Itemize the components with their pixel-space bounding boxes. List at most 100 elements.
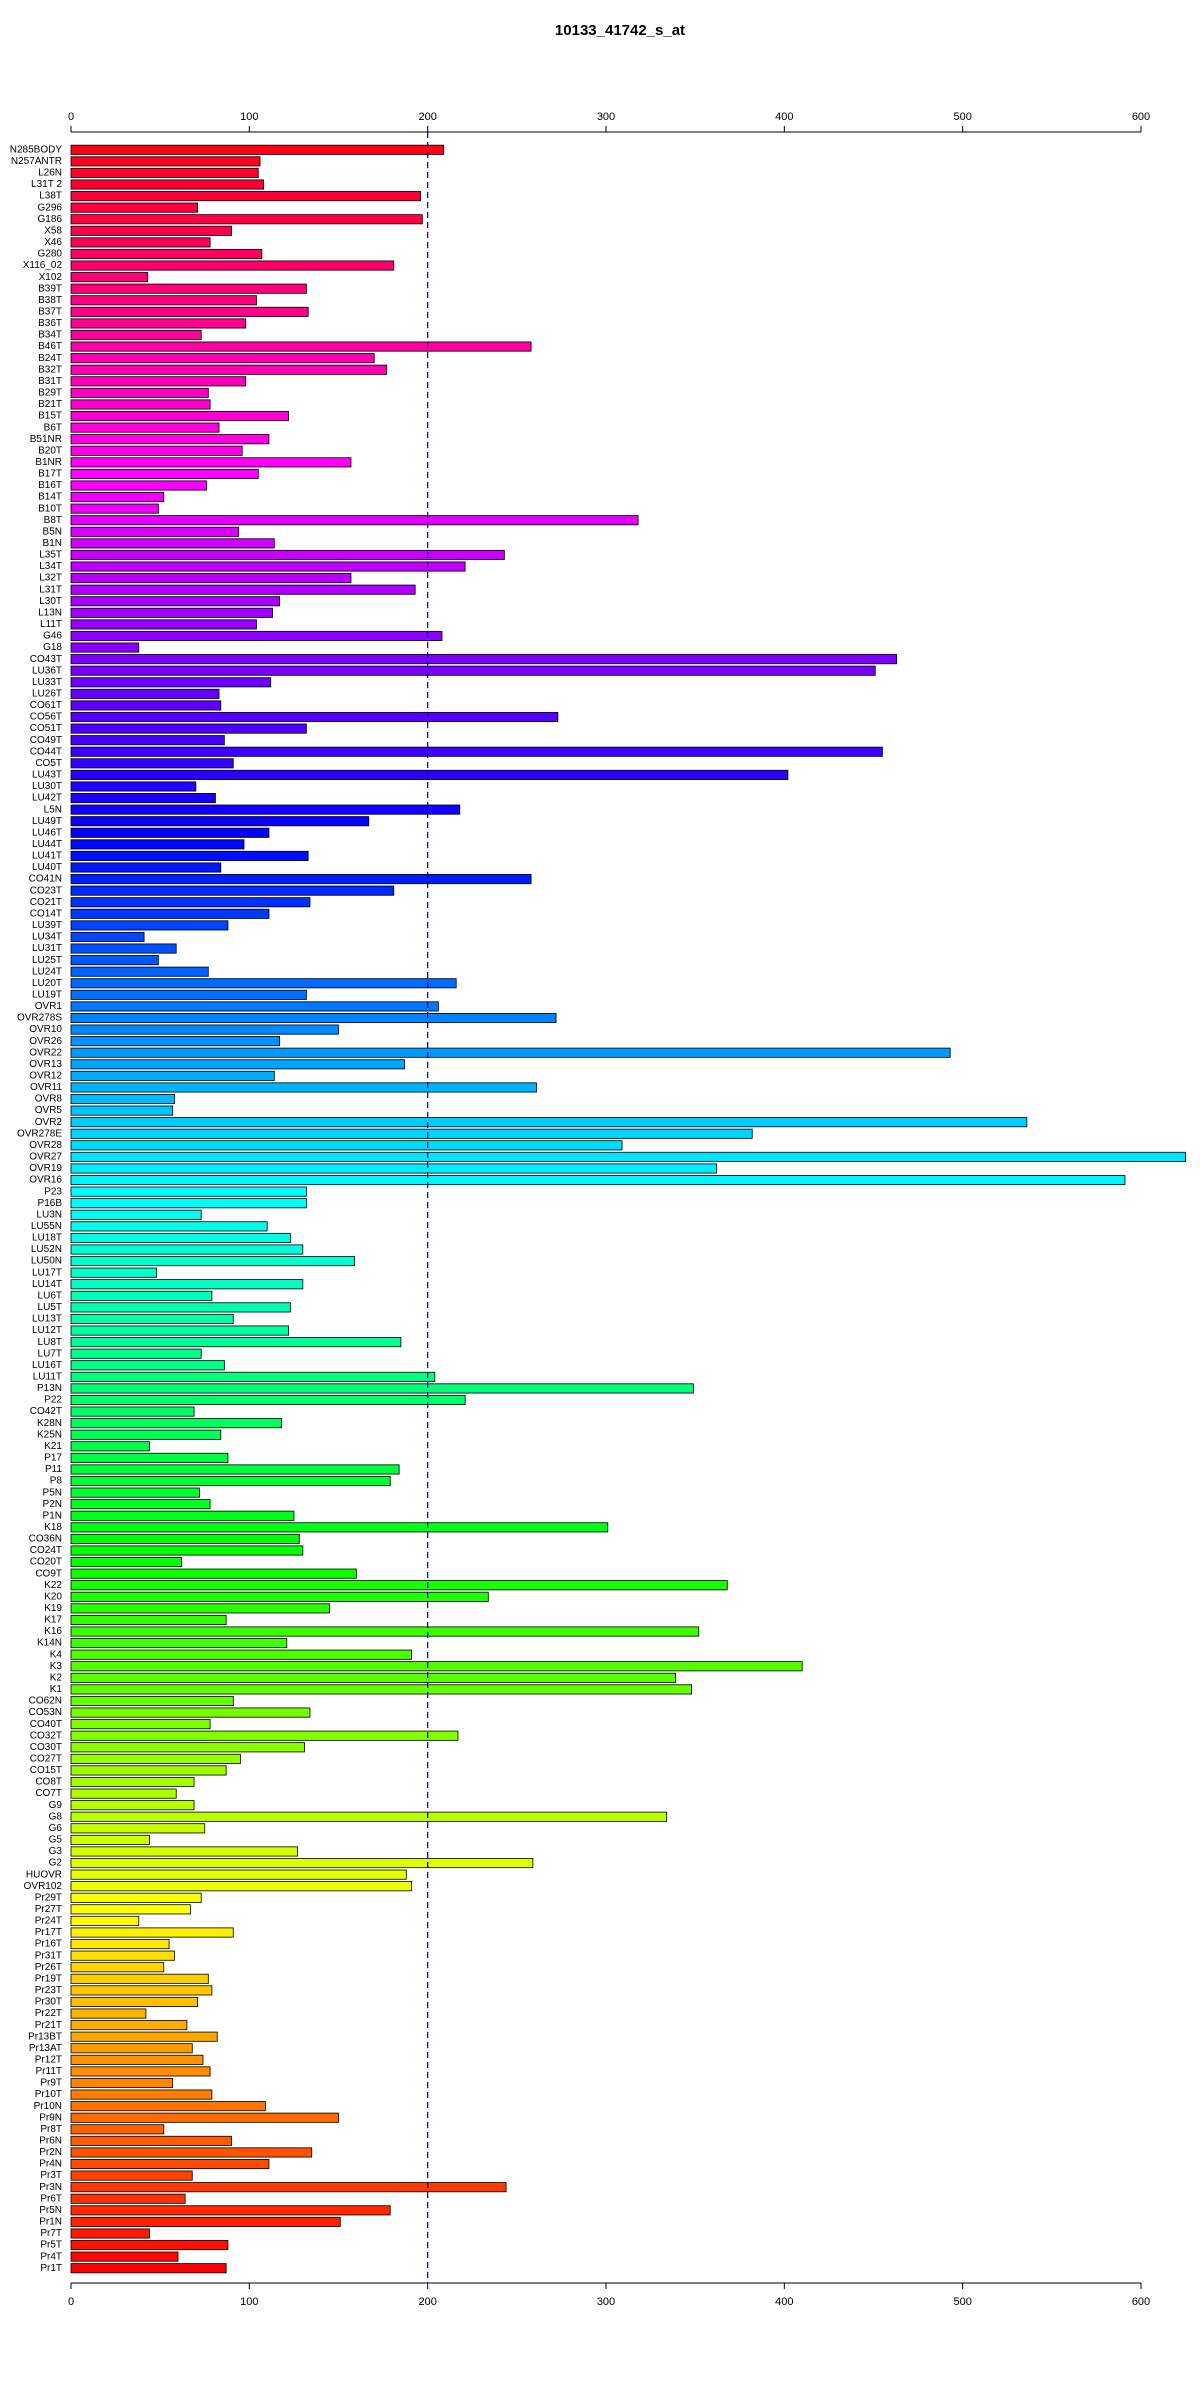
category-label: G186 <box>38 214 63 225</box>
bar <box>70 191 421 202</box>
bar <box>70 503 159 514</box>
bar <box>70 769 789 780</box>
category-label: OVR278E <box>17 1128 62 1139</box>
bar <box>70 735 225 746</box>
category-label: Pr5N <box>39 2205 62 2216</box>
bar <box>70 167 259 178</box>
bar <box>70 897 311 908</box>
category-label: G5 <box>49 1835 63 1846</box>
category-label: Pr30T <box>35 1997 62 2008</box>
category-label: CO51T <box>30 723 62 734</box>
bar <box>70 1499 211 1510</box>
category-label: OVR2 <box>35 1117 63 1128</box>
category-label: L5N <box>44 804 62 815</box>
category-label: CO42T <box>30 1406 62 1417</box>
category-label: K18 <box>44 1522 62 1533</box>
bar <box>70 677 272 688</box>
bar <box>70 1198 307 1209</box>
bar <box>70 1070 275 1081</box>
category-label: G6 <box>49 1823 63 1834</box>
category-label: LU44T <box>32 839 62 850</box>
bar <box>70 1117 1028 1128</box>
category-label: Pr13BT <box>28 2031 62 2042</box>
category-label: B16T <box>38 480 62 491</box>
category-label: L11T <box>40 619 62 630</box>
category-label: K20 <box>44 1591 62 1602</box>
bar <box>70 179 265 190</box>
category-label: B20T <box>38 445 62 456</box>
category-label: LU42T <box>32 793 62 804</box>
bar <box>70 1788 177 1799</box>
category-label: CO49T <box>30 735 62 746</box>
bar <box>70 793 216 804</box>
bar <box>70 1649 413 1660</box>
category-label: CO5T <box>35 758 62 769</box>
category-label: OVR5 <box>35 1105 63 1116</box>
category-label: G296 <box>38 202 63 213</box>
category-label: OVR27 <box>29 1152 62 1163</box>
category-label: G18 <box>43 642 62 653</box>
bar <box>70 1140 623 1151</box>
category-label: LU12T <box>32 1325 62 1336</box>
bar <box>70 2216 341 2227</box>
category-label: LU6T <box>38 1290 62 1301</box>
bar <box>70 816 370 827</box>
bar <box>70 1811 668 1822</box>
category-label: Pr12T <box>35 2054 62 2065</box>
bar <box>70 1695 234 1707</box>
category-label: LU19T <box>32 989 62 1000</box>
category-label: CO32T <box>30 1730 62 1741</box>
category-label: CO27T <box>30 1754 62 1765</box>
bar <box>70 1580 728 1591</box>
category-label: LU16T <box>32 1360 62 1371</box>
category-label: B5N <box>43 526 62 537</box>
category-label: LU5T <box>38 1302 62 1313</box>
bar <box>70 260 395 271</box>
bar <box>70 399 211 410</box>
category-label: LU49T <box>32 816 62 827</box>
bar <box>70 468 259 479</box>
category-label: CO7T <box>35 1788 62 1799</box>
category-label: OVR102 <box>24 1881 63 1892</box>
bar <box>70 665 876 676</box>
bar <box>70 376 247 387</box>
category-label: B46T <box>38 341 62 352</box>
bar <box>70 1603 330 1614</box>
bar <box>70 711 559 723</box>
category-label: LU8T <box>38 1337 62 1348</box>
x-tick-label: 500 <box>953 111 971 123</box>
x-tick-label: 0 <box>68 111 74 123</box>
category-label: L13N <box>38 607 62 618</box>
category-label: OVR19 <box>29 1163 62 1174</box>
category-label: HUOVR <box>26 1869 62 1880</box>
bar <box>70 1001 439 1012</box>
category-label: Pr22T <box>35 2008 62 2019</box>
bar <box>70 1441 150 1452</box>
bar <box>70 804 461 815</box>
category-label: B51NR <box>30 434 62 445</box>
bar <box>70 2020 188 2031</box>
bar <box>70 2089 213 2100</box>
category-label: N257ANTR <box>11 156 62 167</box>
bar <box>70 549 505 560</box>
category-label: OVR278S <box>17 1013 62 1024</box>
bar <box>70 1337 402 1348</box>
bar <box>70 434 270 445</box>
x-tick-label: 600 <box>1132 111 1150 123</box>
category-label: L32T <box>39 573 62 584</box>
bar <box>70 885 395 896</box>
category-label: Pr4N <box>39 2159 62 2170</box>
bar <box>70 573 352 584</box>
category-label: K21 <box>44 1441 62 1452</box>
category-label: LU25T <box>32 955 62 966</box>
category-label: LU36T <box>32 665 62 676</box>
bar <box>70 2147 313 2158</box>
bar <box>70 827 270 838</box>
bar <box>70 1892 202 1903</box>
bar <box>70 1904 191 1915</box>
bar <box>70 1093 175 1105</box>
category-label: G280 <box>38 249 63 260</box>
category-label: LU41T <box>32 851 62 862</box>
bar <box>70 1638 288 1649</box>
